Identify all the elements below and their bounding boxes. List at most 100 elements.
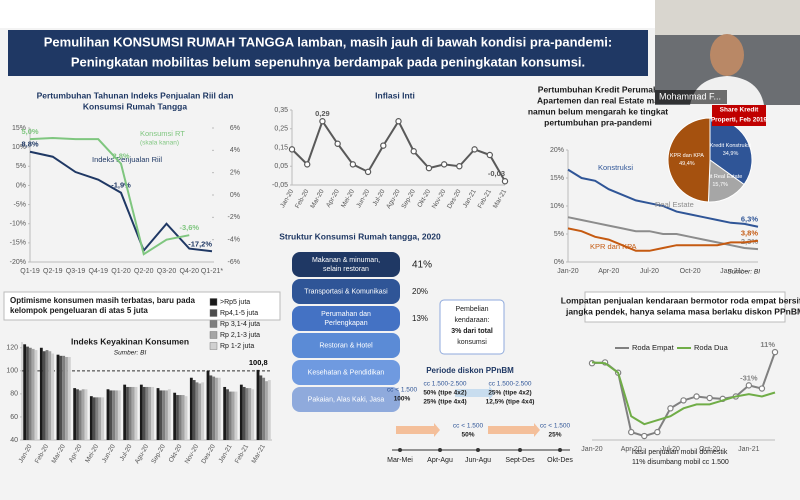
bar xyxy=(228,391,232,440)
title-banner xyxy=(8,30,648,76)
bar xyxy=(106,389,110,440)
stack-layer xyxy=(292,252,400,277)
pie-slice xyxy=(667,117,711,203)
value-label: 0,29 xyxy=(315,109,330,118)
bar xyxy=(192,380,196,440)
banner-line: Pemulihan KONSUMSI RUMAH TANGGA lamban, … xyxy=(44,34,612,49)
legend-swatch xyxy=(209,320,218,328)
y-tick-label: 10% xyxy=(550,203,564,210)
timeline-date: Mar-Mei xyxy=(387,457,413,464)
bar xyxy=(23,344,27,440)
layer-label: Perumahan dan xyxy=(321,311,371,318)
layer-label: Makanan & minuman, xyxy=(312,257,380,264)
x-tick-label: Jan-20 xyxy=(557,268,579,275)
point-marker xyxy=(501,178,509,185)
bar xyxy=(78,390,82,440)
source: Sumber: BI xyxy=(114,350,147,357)
series-name: Indeks Penjualan Riil xyxy=(92,155,162,164)
point-marker xyxy=(486,151,493,159)
value-label: -0,03 xyxy=(488,169,505,178)
chart-title: jangka pendek, hanya selama masa berlaku… xyxy=(565,306,800,316)
pie-name: KPR dan KPA xyxy=(670,153,704,159)
point-marker xyxy=(380,142,387,149)
bar xyxy=(165,390,168,440)
name-badge xyxy=(655,90,727,104)
timeline-date: Sept-Des xyxy=(505,457,535,464)
series-note: (skala kanan) xyxy=(140,140,179,147)
bar xyxy=(206,370,210,440)
chart-title: Apartemen dan real Estate ma xyxy=(537,95,659,105)
bar xyxy=(181,395,185,440)
point-marker xyxy=(410,148,417,155)
legend-label: Roda Empat xyxy=(632,343,675,352)
presenter-name: Mohammad F... xyxy=(659,91,721,101)
y-tick-label: 120 xyxy=(6,345,18,352)
x-tick-label: Q1-20 xyxy=(111,268,131,275)
bar xyxy=(126,386,129,440)
x-tick-label: Q3-20 xyxy=(157,268,177,275)
series-name: Real Estate xyxy=(655,200,694,209)
value-label: 8,8% xyxy=(21,140,38,149)
pie-title: Share Kredit xyxy=(720,107,759,114)
timeline-box-text: 50% (tipe 4x2) xyxy=(423,390,466,397)
x-tick-label: Jul-20 xyxy=(661,446,680,453)
legend-swatch xyxy=(209,331,218,339)
bar xyxy=(223,386,227,440)
bar xyxy=(39,347,43,440)
y2-tick-label: -2% xyxy=(228,214,240,221)
arrow xyxy=(488,423,540,437)
x-tick-label: Q1-19 xyxy=(20,268,40,275)
x-tick-label: Jan-21 xyxy=(738,446,760,453)
y2-tick-label: 2% xyxy=(230,170,240,177)
stack-layer xyxy=(292,387,400,412)
y2-tick-label: 6% xyxy=(230,125,240,132)
line-series xyxy=(591,361,776,426)
y-tick-label: -20% xyxy=(10,259,26,266)
bar xyxy=(195,382,199,440)
bar xyxy=(226,389,229,440)
point-marker xyxy=(304,161,311,168)
video-wall xyxy=(655,0,800,35)
point-marker xyxy=(425,164,433,172)
chart-title: namun belum mengarah ke tingkat xyxy=(528,106,668,116)
series-name: Konstruksi xyxy=(598,163,633,172)
timeline-box-text: 12,5% (tipe 4x4) xyxy=(486,399,535,406)
line-series xyxy=(29,150,213,253)
point-marker xyxy=(319,118,326,125)
x-tick-label: Q2-20 xyxy=(134,268,154,275)
bar xyxy=(251,389,255,440)
timeline-date: Apr-Agu xyxy=(427,457,453,464)
heading-box xyxy=(3,291,281,321)
bar xyxy=(123,384,127,440)
bar xyxy=(31,348,35,440)
pie-label: 49,4% xyxy=(679,161,695,167)
bar xyxy=(84,389,88,440)
bar xyxy=(59,355,63,440)
value-label: -31% xyxy=(740,373,758,382)
timeline-box-text: 25% xyxy=(548,432,561,439)
x-tick-label: Q2-19 xyxy=(43,268,63,275)
y2-tick-label: 0% xyxy=(230,192,240,199)
x-tick-label: Q4-19 xyxy=(89,268,109,275)
line-series xyxy=(567,168,759,228)
bar xyxy=(198,383,202,440)
legend-label: Rp 2,1-3 juta xyxy=(220,332,260,339)
bar xyxy=(265,381,268,440)
bar xyxy=(128,386,132,440)
bar xyxy=(95,397,99,440)
video-tile: Mohammad F... xyxy=(655,0,800,105)
y-tick-label: 0,15 xyxy=(274,144,288,151)
bar xyxy=(134,386,138,440)
point-marker xyxy=(349,161,357,168)
timeline-box-text: cc < 1.500 xyxy=(453,423,484,430)
point-marker xyxy=(745,382,753,389)
chart-title: Indeks Keyakinan Konsumen xyxy=(71,336,189,346)
x-tick-label: Apr-20 xyxy=(621,446,642,453)
timeline-date: Okt-Des xyxy=(547,457,573,464)
legend-label: Rp4,1-5 juta xyxy=(220,310,258,317)
y-tick-label: 20% xyxy=(550,147,564,154)
y-tick-label: 60 xyxy=(10,414,18,421)
y-tick-label: 5% xyxy=(16,163,26,170)
value-label: -3,6% xyxy=(179,223,199,232)
timeline-dot xyxy=(558,448,562,452)
